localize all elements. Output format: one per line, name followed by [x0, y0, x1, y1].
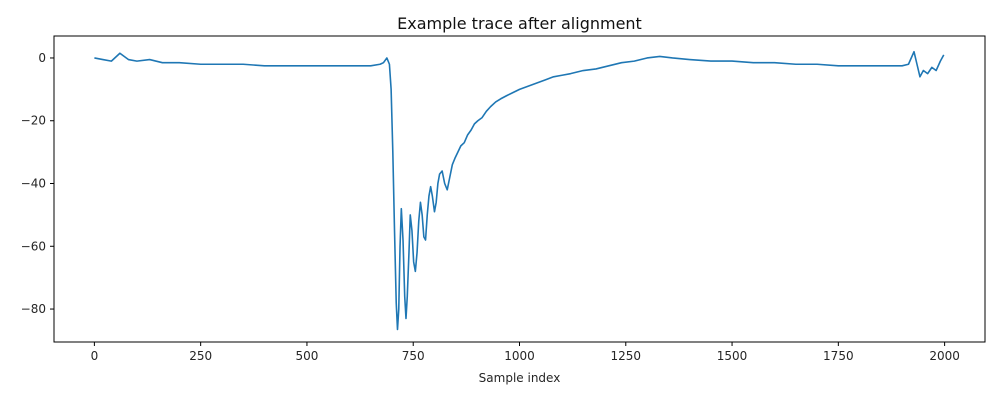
x-tick-label: 1750 [823, 349, 854, 363]
y-axis: 0 −20 −40 −60 −80 [21, 51, 54, 316]
x-tick-label: 2000 [929, 349, 960, 363]
series-layer [94, 50, 945, 331]
x-tick-label: 250 [189, 349, 212, 363]
y-tick-label: −20 [21, 114, 46, 128]
y-tick-label: −40 [21, 177, 46, 191]
chart-title: Example trace after alignment [397, 14, 642, 33]
x-tick-label: 1250 [611, 349, 642, 363]
y-tick-label: −80 [21, 302, 46, 316]
x-axis-title: Sample index [479, 371, 561, 385]
x-tick-label: 0 [91, 349, 99, 363]
x-tick-label: 1500 [717, 349, 748, 363]
y-tick-label: −60 [21, 239, 46, 253]
x-axis: 0 250 500 750 1000 1250 1500 1750 2000 [91, 342, 960, 363]
plot-frame [53, 35, 986, 343]
x-tick-label: 750 [402, 349, 425, 363]
trace-line [94, 50, 945, 331]
x-tick-label: 1000 [504, 349, 535, 363]
x-tick-label: 500 [295, 349, 318, 363]
y-tick-label: 0 [38, 51, 46, 65]
